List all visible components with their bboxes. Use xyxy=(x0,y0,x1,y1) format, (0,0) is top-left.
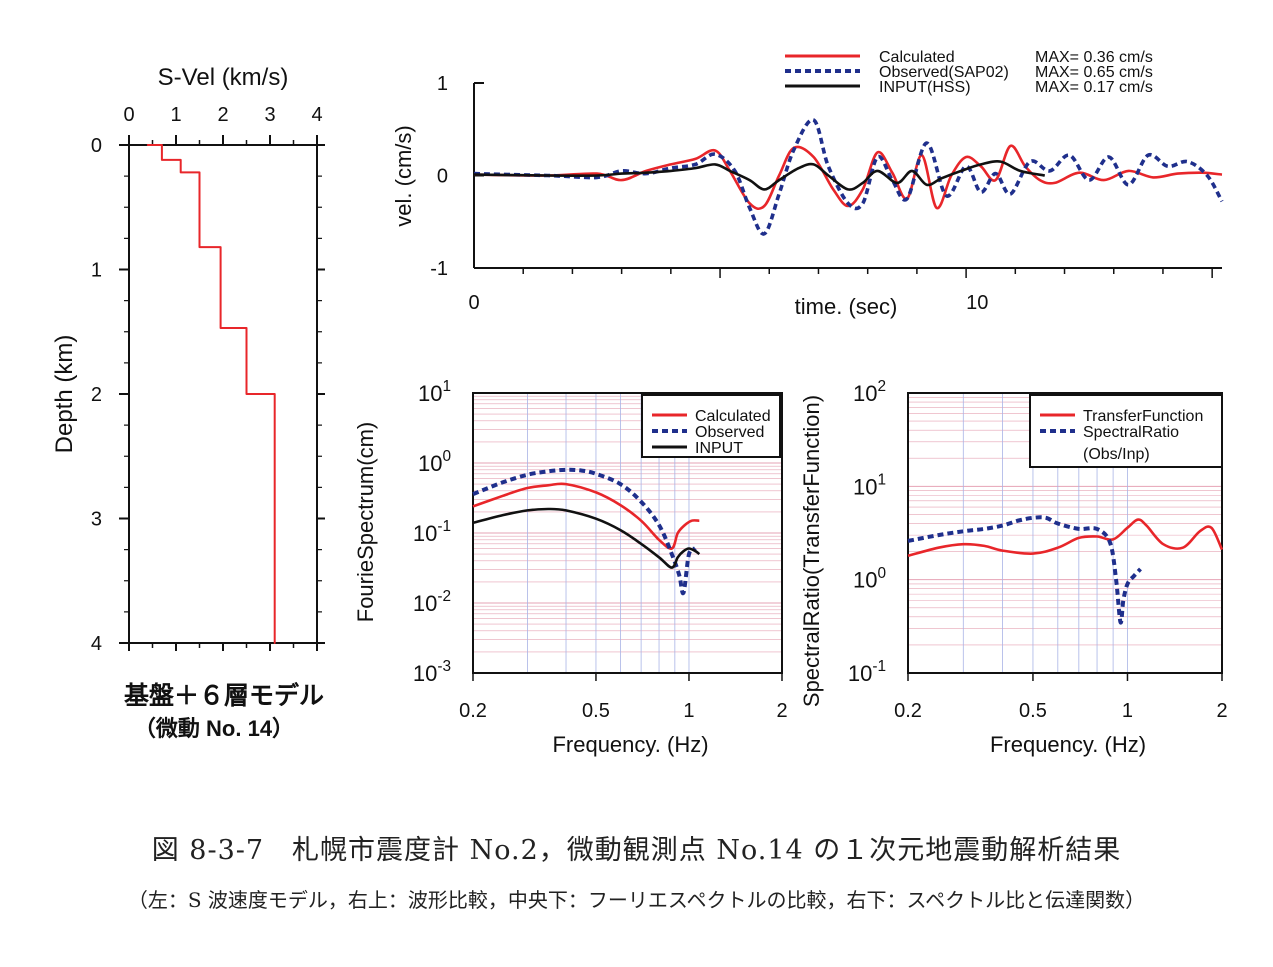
fourier-legend-label: Observed xyxy=(695,424,764,441)
spectral_ratio-series-line xyxy=(907,515,1142,625)
depth-axis-title: Depth (km) xyxy=(51,335,78,454)
fourier-legend-box xyxy=(641,394,781,458)
velocity-x-tick-label: 2 xyxy=(217,104,228,126)
spectral_ratio-series-line xyxy=(907,518,1224,558)
fourier-x-tick-label: 0.5 xyxy=(582,700,610,722)
velocity-x-tick-label: 1 xyxy=(170,104,181,126)
waveform-x-tick-label: 0 xyxy=(468,292,479,314)
waveform-y-tick-label: 1 xyxy=(437,73,448,95)
waveform-y-tick-label: -1 xyxy=(430,258,448,280)
spectral_ratio-y-tick-label: 100 xyxy=(853,565,886,593)
spectral_ratio-legend-label: SpectralRatio xyxy=(1083,424,1179,441)
fourier-x-tick-label: 2 xyxy=(776,700,787,722)
fourier-legend-label: INPUT xyxy=(695,440,743,457)
fourier-series-line xyxy=(472,482,700,550)
depth-tick-label: 1 xyxy=(91,260,102,282)
fourier-y-axis-title: FourieSpectrum(cm) xyxy=(353,422,378,622)
spectral_ratio-x-tick-label: 0.2 xyxy=(894,700,922,722)
spectral_ratio-y-tick-label: 10-1 xyxy=(848,658,886,686)
fourier-y-tick-label: 101 xyxy=(418,378,451,406)
waveform-legend-max: MAX= 0.36 cm/s xyxy=(1035,49,1153,66)
velocity-profile-line xyxy=(146,144,276,644)
fourier-series-line xyxy=(472,467,697,596)
fourier-x-axis-title: Frequency. (Hz) xyxy=(552,732,708,757)
fourier-y-tick-label: 100 xyxy=(418,448,451,476)
spectral_ratio-plot-frame xyxy=(907,392,1223,674)
model-note-subtitle: （微動 No. 14） xyxy=(134,716,294,741)
depth-tick-label: 0 xyxy=(91,135,102,157)
waveform-x-tick-label: 10 xyxy=(966,292,988,314)
waveform-series-line xyxy=(473,144,1223,211)
spectral_ratio-y-tick-label: 102 xyxy=(853,378,886,406)
figure-canvas: S-Vel (km/s) 0 1 2 3 4 0 1 2 3 4 Depth (km) 基盤＋６層モデル… xyxy=(51,49,1228,757)
figure-caption: 図 8-3-7 札幌市震度計 No.2，微動観測点 No.14 の１次元地震動解… xyxy=(151,835,1122,866)
spectral_ratio-y-axis-title: SpectralRatio(TransferFunction) xyxy=(799,395,824,707)
fourier-x-tick-label: 1 xyxy=(683,700,694,722)
waveform-legend-label: Observed(SAP02) xyxy=(879,64,1009,81)
spectral_ratio-x-tick-label: 2 xyxy=(1216,700,1227,722)
fourier-y-tick-label: 10-2 xyxy=(413,588,451,616)
spectral_ratio-x-tick-label: 1 xyxy=(1122,700,1133,722)
spectral_ratio-x-tick-label: 0.5 xyxy=(1019,700,1047,722)
model-note-title: 基盤＋６層モデル xyxy=(124,681,324,710)
fourier-x-tick-label: 0.2 xyxy=(459,700,487,722)
fourier-plot-frame xyxy=(472,392,783,674)
spectral_ratio-legend-label: TransferFunction xyxy=(1083,408,1203,425)
waveform-series-line xyxy=(473,118,1224,236)
fourier-y-tick-label: 10-3 xyxy=(413,658,451,686)
waveform-legend-label: INPUT(HSS) xyxy=(879,79,971,96)
waveform-x-axis-title: time. (sec) xyxy=(795,294,898,319)
depth-tick-label: 3 xyxy=(91,509,102,531)
fourier-series-line xyxy=(472,507,701,569)
velocity-x-tick-label: 4 xyxy=(311,104,322,126)
velocity-plot-frame xyxy=(128,144,318,644)
waveform-series-line xyxy=(473,160,1046,191)
waveform-legend-max: MAX= 0.65 cm/s xyxy=(1035,64,1153,81)
depth-tick-label: 2 xyxy=(91,384,102,406)
fourier-legend-label: Calculated xyxy=(695,408,771,425)
spectral_ratio-x-axis-title: Frequency. (Hz) xyxy=(990,732,1146,757)
velocity-x-tick-label: 0 xyxy=(123,104,134,126)
spectral_ratio-legend-sublabel: (Obs/Inp) xyxy=(1083,446,1150,463)
figure-subcaption: （左：S 波速度モデル，右上：波形比較，中央下：フーリエスペクトルの比較，右下：… xyxy=(127,888,1146,912)
velocity-x-tick-label: 3 xyxy=(264,104,275,126)
waveform-y-tick-label: 0 xyxy=(437,166,448,188)
waveform-legend-max: MAX= 0.17 cm/s xyxy=(1035,79,1153,96)
waveform-y-axis-title: vel. (cm/s) xyxy=(391,125,416,226)
waveform-legend-label: Calculated xyxy=(879,49,955,66)
velocity-axis-title: S-Vel (km/s) xyxy=(158,64,289,91)
spectral_ratio-y-tick-label: 101 xyxy=(853,471,886,499)
fourier-y-tick-label: 10-1 xyxy=(413,518,451,546)
depth-tick-label: 4 xyxy=(91,633,102,655)
